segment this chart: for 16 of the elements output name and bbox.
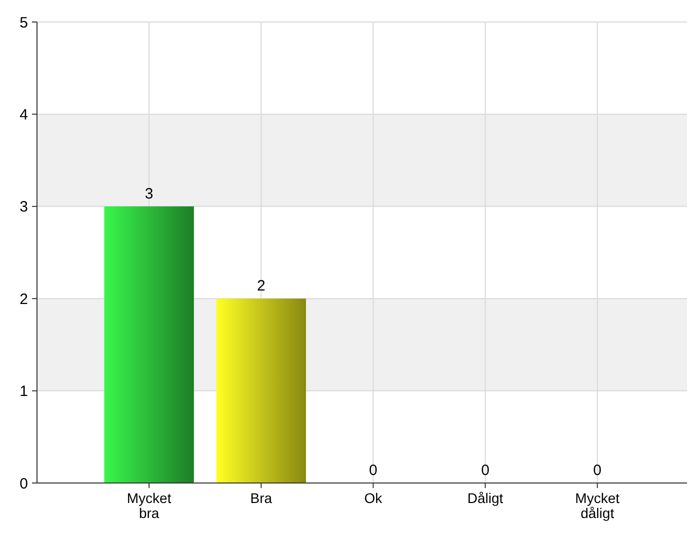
data-label: 2 [256, 278, 266, 295]
y-tick-label: 4 [20, 106, 28, 124]
y-tick-label: 5 [20, 14, 28, 32]
y-tick-label: 1 [20, 383, 28, 400]
data-label: 0 [593, 462, 602, 479]
x-tick-label: Bra [250, 490, 272, 506]
data-label: 0 [481, 462, 490, 479]
x-tick-label: Mycket dåligt [575, 490, 620, 521]
x-tick-label: Mycket bra [126, 490, 172, 521]
x-tick-label: Ok [364, 490, 384, 506]
y-tick-label: 3 [20, 198, 28, 216]
data-label: 0 [369, 462, 378, 479]
data-label: 3 [144, 185, 154, 202]
x-tick-label: Dåligt [467, 490, 504, 506]
y-tick-label: 2 [20, 290, 28, 308]
y-tick-label: 0 [20, 475, 28, 492]
